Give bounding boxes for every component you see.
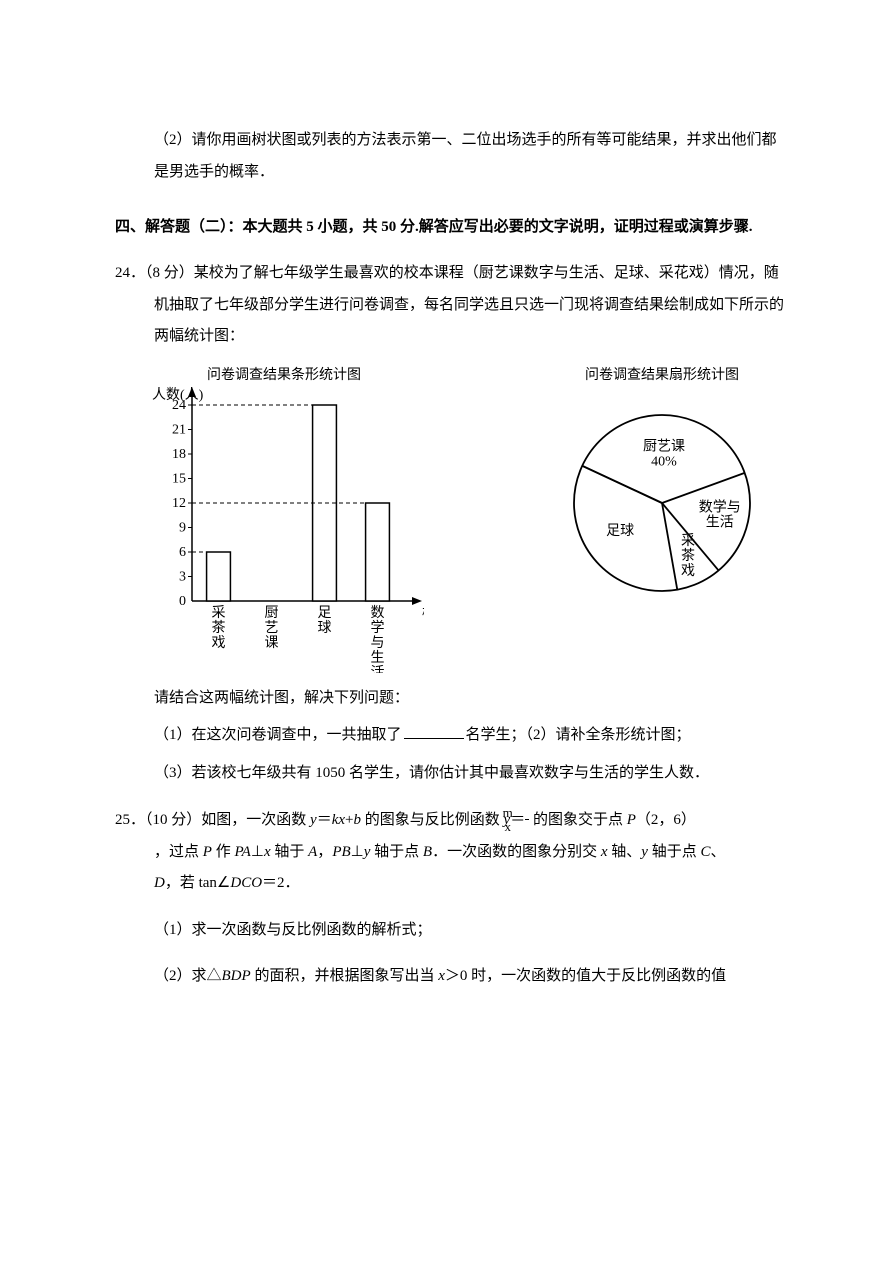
pie-chart: 问卷调查结果扇形统计图厨艺课40% 数学与生活采茶戏 足球 (537, 363, 787, 613)
svg-text:课: 课 (265, 635, 279, 651)
q25-stem-line2: ，过点 P 作 PA⊥x 轴于 A，PB⊥y 轴于点 B．一次函数的图象分别交 … (115, 837, 787, 869)
q25-d: （2，6） (636, 812, 696, 828)
q24: 24．（8 分）某校为了解七年级学生最喜欢的校本课程（厨艺课数字与生活、足球、采… (115, 258, 787, 789)
svg-text:12: 12 (172, 496, 186, 511)
svg-text:生活: 生活 (706, 514, 734, 530)
q25-c: 的图象交于点 (529, 812, 627, 828)
svg-text:问卷调查结果扇形统计图: 问卷调查结果扇形统计图 (585, 367, 739, 383)
svg-text:数: 数 (371, 605, 385, 621)
svg-text:戏: 戏 (681, 562, 695, 578)
q25-b: 的图象与反比例函数 (361, 812, 504, 828)
svg-text:茶: 茶 (212, 620, 226, 636)
svg-text:40%: 40% (651, 454, 677, 469)
pie-chart-svg: 问卷调查结果扇形统计图厨艺课40% 数学与生活采茶戏 足球 (537, 363, 787, 613)
svg-text:足: 足 (318, 606, 332, 621)
svg-text:校本课程: 校本课程 (422, 604, 424, 621)
q25: 25．（10 分）如图，一次函数 y＝kx+b 的图象与反比例函数 y＝mx 的… (115, 805, 787, 993)
svg-text:戏: 戏 (212, 635, 226, 651)
q24-part1: （1）在这次问卷调查中，一共抽取了 名学生；（2）请补全条形统计图； (154, 720, 787, 752)
fraction-m-over-x: mx (525, 806, 529, 833)
page: （2）请你用画树状图或列表的方法表示第一、二位出场选手的所有等可能结果，并求出他… (0, 0, 892, 1262)
svg-text:24: 24 (172, 398, 186, 413)
svg-text:6: 6 (179, 545, 186, 560)
svg-text:与: 与 (371, 635, 385, 651)
blank-input[interactable] (404, 723, 464, 739)
svg-text:18: 18 (172, 447, 186, 462)
svg-text:生: 生 (371, 650, 385, 666)
svg-text:15: 15 (172, 471, 186, 486)
q25-part1: （1）求一次函数与反比例函数的解析式； (115, 915, 787, 947)
section-4-title: 四、解答题（二）：本大题共 5 小题，共 50 分.解答应写出必要的文字说明，证… (115, 212, 787, 242)
svg-text:茶: 茶 (681, 547, 695, 563)
svg-text:球: 球 (318, 620, 332, 636)
q24-mid: 请结合这两幅统计图，解决下列问题： (154, 683, 787, 715)
q25-stem-line1: 25．（10 分）如图，一次函数 y＝kx+b 的图象与反比例函数 y＝mx 的… (115, 805, 787, 837)
q25-part2: （2）求△BDP 的面积，并根据图象写出当 x＞0 时，一次函数的值大于反比例函… (115, 961, 787, 993)
q23-part2: （2）请你用画树状图或列表的方法表示第一、二位出场选手的所有等可能结果，并求出他… (115, 125, 787, 188)
svg-text:采: 采 (212, 605, 226, 621)
bar-chart-svg: 问卷调查结果条形统计图人数(人)03691215182124采茶戏厨艺课足球数学… (144, 363, 424, 673)
q24-questions: 请结合这两幅统计图，解决下列问题： （1）在这次问卷调查中，一共抽取了 名学生；（… (115, 683, 787, 790)
svg-text:活: 活 (371, 665, 385, 673)
charts-row: 问卷调查结果条形统计图人数(人)03691215182124采茶戏厨艺课足球数学… (105, 363, 787, 673)
q24-1a: （1）在这次问卷调查中，一共抽取了 (154, 727, 402, 743)
svg-text:21: 21 (172, 422, 186, 437)
svg-text:3: 3 (179, 569, 186, 584)
svg-text:采: 采 (681, 532, 695, 548)
svg-text:0: 0 (179, 594, 186, 609)
svg-text:足球: 足球 (606, 523, 634, 539)
svg-text:9: 9 (179, 520, 186, 535)
svg-text:艺: 艺 (265, 620, 279, 636)
svg-text:数学与: 数学与 (699, 499, 741, 515)
svg-text:学: 学 (371, 620, 385, 636)
q24-stem: 24．（8 分）某校为了解七年级学生最喜欢的校本课程（厨艺课数字与生活、足球、采… (115, 258, 787, 353)
svg-text:问卷调查结果条形统计图: 问卷调查结果条形统计图 (207, 366, 361, 383)
svg-text:厨: 厨 (265, 606, 279, 621)
q24-part3: （3）若该校七年级共有 1050 名学生，请你估计其中最喜欢数字与生活的学生人数… (154, 758, 787, 790)
q25-a: 25．（10 分）如图，一次函数 (115, 812, 310, 828)
q24-1b: 名学生；（2）请补全条形统计图； (466, 727, 691, 743)
bar-chart: 问卷调查结果条形统计图人数(人)03691215182124采茶戏厨艺课足球数学… (144, 363, 424, 673)
q25-stem-line3: D，若 tan∠DCO＝2． (115, 868, 787, 900)
svg-text:厨艺课: 厨艺课 (643, 438, 685, 454)
